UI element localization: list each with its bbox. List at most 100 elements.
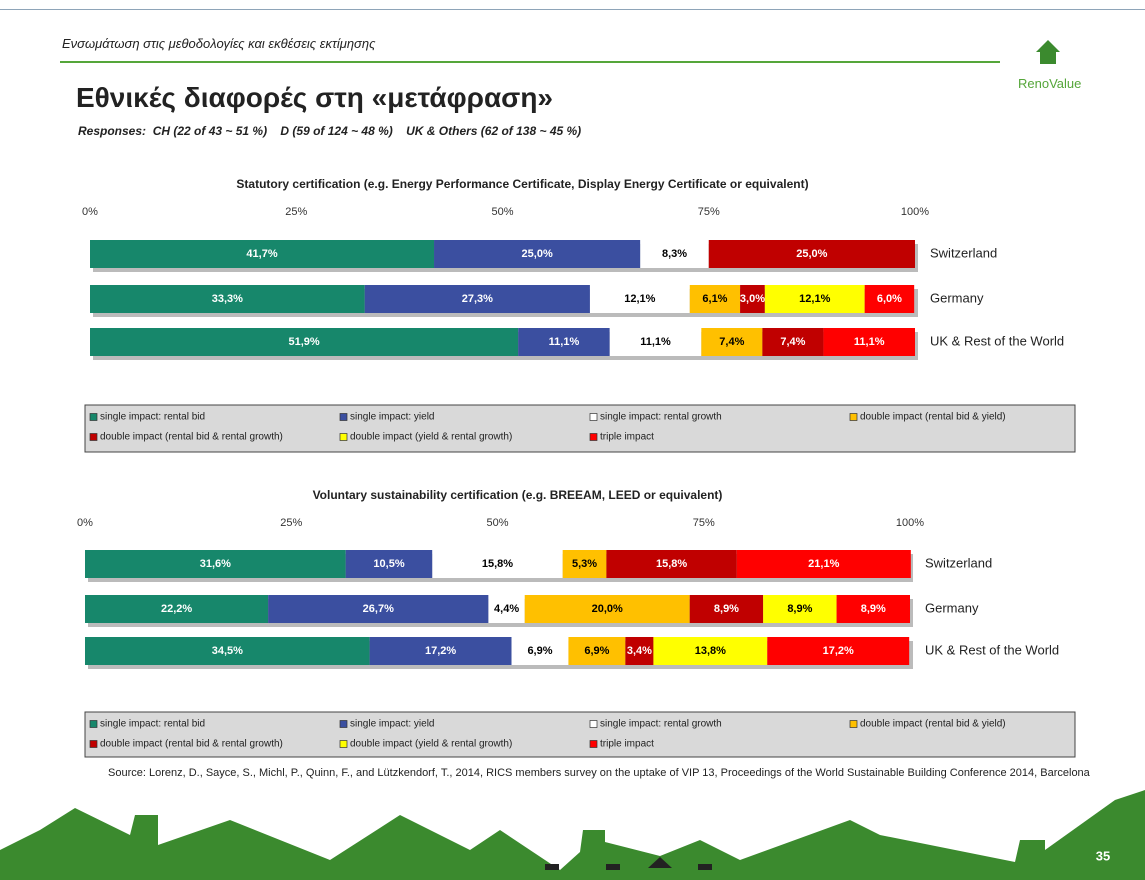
legend-label: single impact: rental growth [600, 412, 722, 423]
bar-segment [767, 637, 910, 665]
bar-segment [609, 328, 702, 356]
data-label: 12,1% [799, 293, 830, 305]
bar-segment [518, 328, 610, 356]
data-label: 3,0% [740, 293, 765, 305]
bar-segment [625, 637, 654, 665]
legend-label: double impact (rental bid & rental growt… [100, 432, 283, 443]
nav-icons[interactable] [545, 857, 712, 870]
bar-segment [701, 328, 763, 356]
source: Source: Lorenz, D., Sayce, S., Michl, P.… [108, 767, 1090, 779]
data-label: 11,1% [854, 336, 885, 348]
data-label: 12,1% [624, 293, 655, 305]
category-label: Germany [930, 290, 984, 305]
legend-swatch [589, 740, 598, 748]
page-number: 35 [1096, 848, 1110, 863]
legend-label: single impact: yield [350, 719, 434, 730]
bar-segment [432, 550, 563, 578]
chart-title: Statutory certification (e.g. Energy Per… [236, 177, 808, 191]
data-label: 7,4% [780, 336, 805, 348]
bar-segment [764, 285, 865, 313]
legend-swatch [849, 720, 858, 728]
legend-label: single impact: yield [350, 412, 434, 423]
legend-swatch [339, 413, 348, 421]
x-tick-label: 100% [901, 206, 929, 218]
bar-segment [90, 240, 435, 268]
category-label: Switzerland [930, 245, 997, 260]
legend-label: double impact (yield & rental growth) [350, 739, 512, 750]
data-label: 5,3% [572, 558, 597, 570]
category-label: Switzerland [925, 555, 992, 570]
data-label: 11,1% [549, 336, 580, 348]
header: Ενσωμάτωση στις μεθοδολογίες και εκθέσει… [62, 36, 376, 51]
x-tick-label: 75% [698, 206, 720, 218]
bar-segment [836, 595, 910, 623]
data-label: 7,4% [719, 336, 744, 348]
legend-label: single impact: rental bid [100, 719, 205, 730]
bar-segment [488, 595, 525, 623]
bar-segment [524, 595, 690, 623]
legend-swatch [89, 433, 98, 441]
bar-segment [345, 550, 433, 578]
data-label: 27,3% [462, 293, 493, 305]
data-label: 26,7% [363, 603, 394, 615]
data-label: 10,5% [373, 558, 404, 570]
data-label: 8,9% [861, 603, 886, 615]
data-label: 31,6% [200, 558, 231, 570]
bar-segment [568, 637, 626, 665]
bar-segment [763, 595, 837, 623]
bar-segment [864, 285, 915, 313]
bar-segment [823, 328, 915, 356]
bar-segment [90, 328, 519, 356]
x-tick-label: 25% [280, 517, 302, 529]
bar-segment [708, 240, 915, 268]
bar-segment [640, 240, 709, 268]
x-tick-label: 75% [693, 517, 715, 529]
chart-title: Voluntary sustainability certification (… [313, 488, 723, 502]
data-label: 34,5% [212, 645, 243, 657]
legend-swatch [339, 740, 348, 748]
bar-segment [562, 550, 607, 578]
legend-label: single impact: rental growth [600, 719, 722, 730]
bar-segment [762, 328, 824, 356]
bar-segment [589, 285, 690, 313]
legend-label: double impact (rental bid & yield) [860, 412, 1006, 423]
data-label: 15,8% [656, 558, 687, 570]
legend-swatch [339, 433, 348, 441]
bar-segment [369, 637, 512, 665]
x-tick-label: 0% [82, 206, 98, 218]
footer-houses [0, 790, 1145, 880]
legend-label: double impact (rental bid & yield) [860, 719, 1006, 730]
data-label: 33,3% [212, 293, 243, 305]
bar-segment [90, 285, 365, 313]
title: Εθνικές διαφορές στη «μετάφραση» [76, 82, 553, 113]
bar-segment [511, 637, 569, 665]
data-label: 8,9% [714, 603, 739, 615]
header-rule [60, 61, 1000, 63]
data-label: 21,1% [808, 558, 839, 570]
bar-segment [268, 595, 489, 623]
bar-segment [85, 550, 346, 578]
logo: RenoValue [1018, 76, 1082, 91]
data-label: 8,9% [787, 603, 812, 615]
bar-segment [364, 285, 590, 313]
data-label: 11,1% [640, 336, 671, 348]
bar-segment [85, 595, 269, 623]
legend-swatch [89, 740, 98, 748]
data-label: 17,2% [425, 645, 456, 657]
data-label: 20,0% [592, 603, 623, 615]
legend-swatch [89, 413, 98, 421]
data-label: 22,2% [161, 603, 192, 615]
data-label: 6,9% [527, 645, 552, 657]
bar-segment [606, 550, 737, 578]
bar-segment [653, 637, 768, 665]
logo-icon [1036, 40, 1060, 64]
top-rule [0, 9, 1145, 10]
category-label: UK & Rest of the World [925, 642, 1059, 657]
legend-swatch [339, 720, 348, 728]
x-tick-label: 50% [486, 517, 508, 529]
subtitle: Responses: CH (22 of 43 ~ 51 %) D (59 of… [78, 124, 582, 138]
data-label: 6,9% [584, 645, 609, 657]
x-tick-label: 100% [896, 517, 924, 529]
